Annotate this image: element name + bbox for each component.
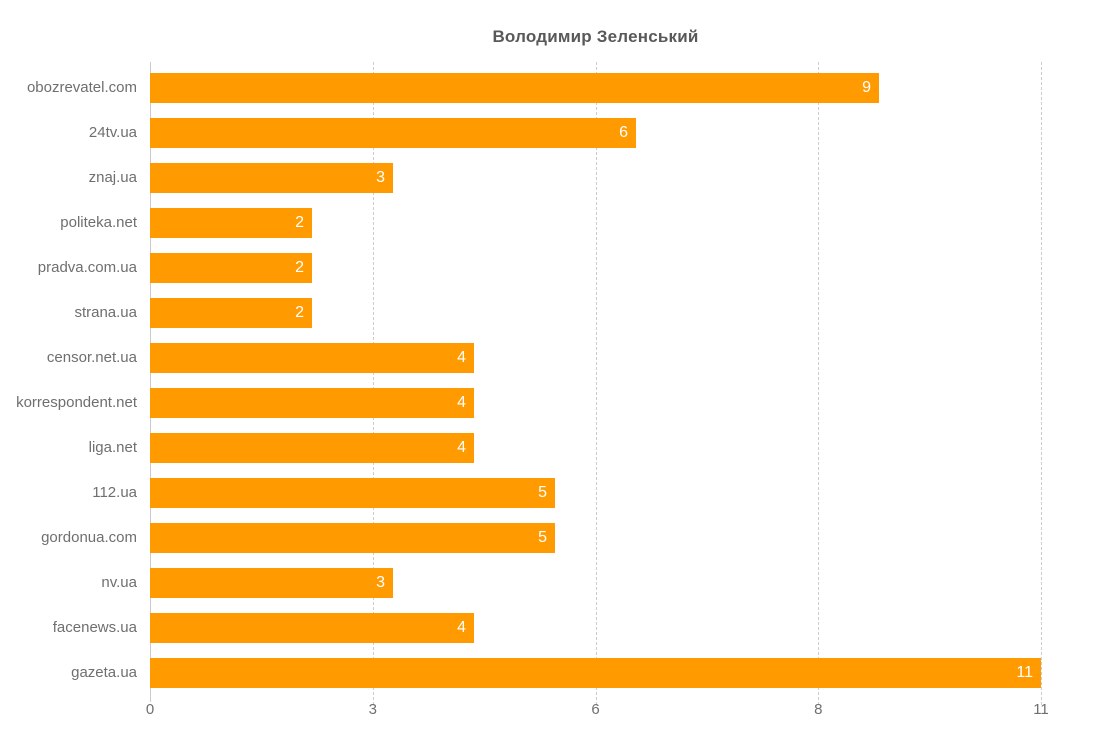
- category-label: gazeta.ua: [71, 664, 137, 681]
- bar: 4: [150, 388, 474, 418]
- category-label: facenews.ua: [52, 619, 137, 636]
- bar-track: 9: [150, 73, 1041, 103]
- category-label: pradva.com.ua: [37, 259, 137, 276]
- category-label: znaj.ua: [88, 169, 137, 186]
- bar: 9: [150, 73, 879, 103]
- category-label: 24tv.ua: [88, 124, 137, 141]
- bar-row: znaj.ua 3: [0, 163, 1098, 193]
- bar-track: 4: [150, 433, 1041, 463]
- bar-row: obozrevatel.com 9: [0, 73, 1098, 103]
- bar-value-label: 2: [295, 259, 304, 276]
- bar-track: 2: [150, 253, 1041, 283]
- bar-row: korrespondent.net 4: [0, 388, 1098, 418]
- bar: 5: [150, 478, 555, 508]
- bar-row: politeka.net 2: [0, 208, 1098, 238]
- category-label: korrespondent.net: [16, 394, 137, 411]
- bar-track: 2: [150, 298, 1041, 328]
- x-tick-label: 0: [145, 701, 155, 718]
- bar-track: 3: [150, 163, 1041, 193]
- bar-track: 4: [150, 343, 1041, 373]
- bar: 11: [150, 658, 1041, 688]
- bar-value-label: 3: [376, 574, 385, 591]
- category-label: liga.net: [88, 439, 137, 456]
- bar-track: 4: [150, 388, 1041, 418]
- bar-value-label: 5: [538, 529, 547, 546]
- bar-row: pradva.com.ua 2: [0, 253, 1098, 283]
- y-axis-line: [150, 62, 151, 702]
- bar: 3: [150, 163, 393, 193]
- bar-track: 6: [150, 118, 1041, 148]
- bar: 2: [150, 253, 312, 283]
- gridline: [595, 62, 597, 705]
- gridline: [818, 62, 820, 705]
- x-tick-label: 11: [1033, 701, 1049, 718]
- bar-row: nv.ua 3: [0, 568, 1098, 598]
- bar-row: liga.net 4: [0, 433, 1098, 463]
- bar: 2: [150, 298, 312, 328]
- bar-value-label: 4: [457, 619, 466, 636]
- category-label: strana.ua: [74, 304, 137, 321]
- bar-row: gordonua.com 5: [0, 523, 1098, 553]
- bar-track: 3: [150, 568, 1041, 598]
- x-tick-label: 8: [814, 701, 823, 718]
- bar-row: 24tv.ua 6: [0, 118, 1098, 148]
- chart-title: Володимир Зеленський: [492, 27, 699, 46]
- bar-value-label: 9: [862, 79, 871, 96]
- category-label: nv.ua: [101, 574, 137, 591]
- bar-value-label: 2: [295, 214, 304, 231]
- bar-value-label: 4: [457, 349, 466, 366]
- bar-value-label: 11: [1016, 664, 1033, 681]
- bar-row: strana.ua 2: [0, 298, 1098, 328]
- bar-row: gazeta.ua 11: [0, 658, 1098, 688]
- bar-row: 112.ua 5: [0, 478, 1098, 508]
- bar: 3: [150, 568, 393, 598]
- bar: 6: [150, 118, 636, 148]
- bar-value-label: 4: [457, 439, 466, 456]
- x-tick-label: 6: [591, 701, 600, 718]
- bar: 2: [150, 208, 312, 238]
- bar-value-label: 3: [376, 169, 385, 186]
- bar-track: 5: [150, 523, 1041, 553]
- bar-value-label: 4: [457, 394, 466, 411]
- bar-track: 5: [150, 478, 1041, 508]
- bar: 4: [150, 613, 474, 643]
- bar: 4: [150, 433, 474, 463]
- category-label: 112.ua: [92, 484, 137, 501]
- bar-row: facenews.ua 4: [0, 613, 1098, 643]
- gridline: [1041, 62, 1042, 705]
- category-label: gordonua.com: [41, 529, 137, 546]
- bar-value-label: 2: [295, 304, 304, 321]
- bar-track: 4: [150, 613, 1041, 643]
- category-label: politeka.net: [60, 214, 137, 231]
- bar: 4: [150, 343, 474, 373]
- bar-track: 11: [150, 658, 1041, 688]
- bar-row: censor.net.ua 4: [0, 343, 1098, 373]
- bar: 5: [150, 523, 555, 553]
- bar-value-label: 6: [619, 124, 628, 141]
- x-tick-label: 3: [368, 701, 377, 718]
- gridline: [372, 62, 374, 705]
- category-label: censor.net.ua: [46, 349, 137, 366]
- bar-value-label: 5: [538, 484, 547, 501]
- category-label: obozrevatel.com: [26, 79, 137, 96]
- bar-track: 2: [150, 208, 1041, 238]
